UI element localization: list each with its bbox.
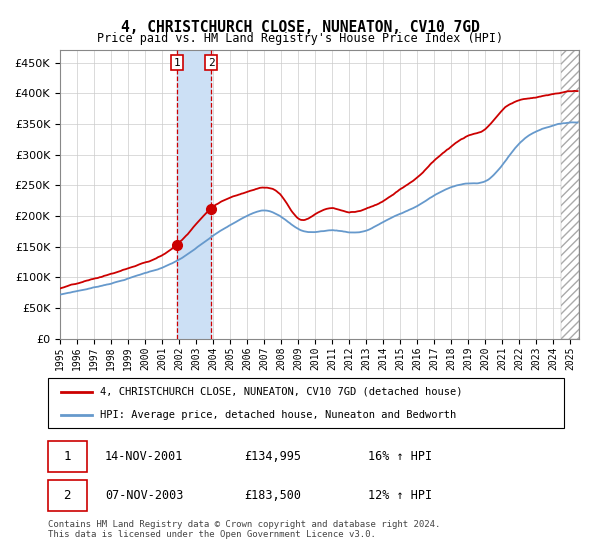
Text: 1: 1 <box>173 58 181 68</box>
Text: 12% ↑ HPI: 12% ↑ HPI <box>368 489 432 502</box>
Text: Price paid vs. HM Land Registry's House Price Index (HPI): Price paid vs. HM Land Registry's House … <box>97 32 503 45</box>
FancyBboxPatch shape <box>48 480 86 511</box>
Text: 14-NOV-2001: 14-NOV-2001 <box>105 450 183 463</box>
Text: HPI: Average price, detached house, Nuneaton and Bedworth: HPI: Average price, detached house, Nune… <box>100 410 456 420</box>
Text: £134,995: £134,995 <box>244 450 301 463</box>
Text: £183,500: £183,500 <box>244 489 301 502</box>
Text: 1: 1 <box>64 450 71 463</box>
FancyBboxPatch shape <box>48 441 86 472</box>
Bar <box>177 50 211 339</box>
Bar <box>560 50 579 339</box>
FancyBboxPatch shape <box>48 378 564 428</box>
Text: 4, CHRISTCHURCH CLOSE, NUNEATON, CV10 7GD (detached house): 4, CHRISTCHURCH CLOSE, NUNEATON, CV10 7G… <box>100 386 462 396</box>
Text: 2: 2 <box>208 58 214 68</box>
Text: 2: 2 <box>64 489 71 502</box>
Text: 4, CHRISTCHURCH CLOSE, NUNEATON, CV10 7GD: 4, CHRISTCHURCH CLOSE, NUNEATON, CV10 7G… <box>121 20 479 35</box>
Text: Contains HM Land Registry data © Crown copyright and database right 2024.
This d: Contains HM Land Registry data © Crown c… <box>48 520 440 539</box>
Text: 07-NOV-2003: 07-NOV-2003 <box>105 489 183 502</box>
Text: 16% ↑ HPI: 16% ↑ HPI <box>368 450 432 463</box>
